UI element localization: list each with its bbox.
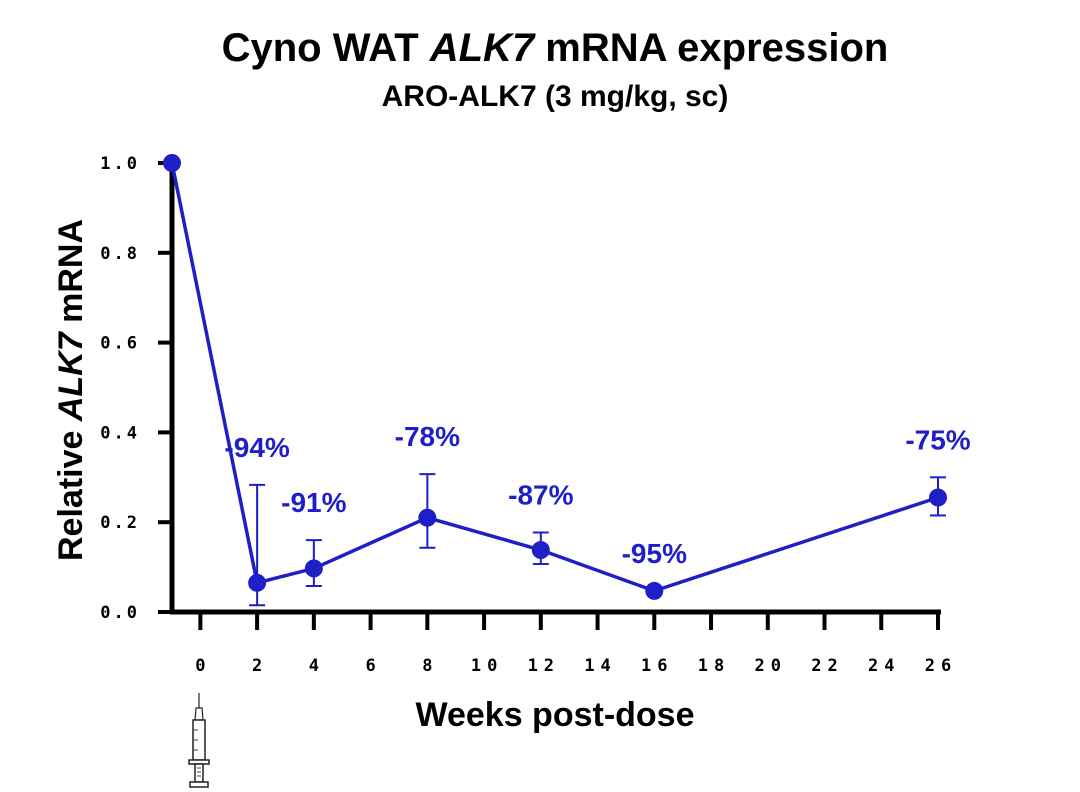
data-point bbox=[163, 154, 181, 172]
y-tick-label: 1.0 bbox=[100, 154, 140, 174]
x-tick-label: 12 bbox=[528, 656, 560, 676]
data-label: -94% bbox=[224, 432, 289, 463]
data-labels: -94% -91% -78% -87% -95% -75% bbox=[224, 421, 970, 569]
x-tick-label: 26 bbox=[925, 656, 957, 676]
chart-title: Cyno WAT ALK7 mRNA expression bbox=[221, 26, 889, 70]
x-tick-label: 20 bbox=[755, 656, 787, 676]
x-tick-label: 4 bbox=[309, 656, 325, 676]
data-label: -78% bbox=[395, 421, 460, 452]
data-label: -95% bbox=[622, 538, 687, 569]
series-line bbox=[170, 162, 939, 593]
data-point bbox=[248, 573, 267, 592]
data-points bbox=[163, 154, 947, 600]
y-tick-label: 0.4 bbox=[100, 423, 140, 443]
data-point bbox=[645, 581, 664, 600]
x-tick-label: 18 bbox=[698, 656, 730, 676]
x-ticks: 0 2 4 6 8 10 12 14 16 18 20 22 24 26 bbox=[195, 612, 957, 676]
x-tick-label: 0 bbox=[195, 656, 211, 676]
syringe-icon bbox=[188, 693, 210, 788]
data-label: -87% bbox=[508, 480, 573, 511]
x-tick-label: 10 bbox=[471, 656, 503, 676]
data-label: -75% bbox=[905, 424, 970, 455]
chart-subtitle: ARO-ALK7 (3 mg/kg, sc) bbox=[381, 80, 729, 113]
x-tick-label: 14 bbox=[584, 656, 616, 676]
x-tick-label: 22 bbox=[811, 656, 843, 676]
data-point bbox=[304, 559, 323, 578]
y-tick-label: 0.2 bbox=[100, 513, 140, 533]
series-path bbox=[170, 162, 939, 593]
y-tick-label: 0.0 bbox=[100, 603, 140, 623]
y-axis-label: Relative ALK7 mRNA bbox=[52, 219, 90, 561]
error-bars bbox=[249, 473, 946, 607]
data-point bbox=[929, 488, 947, 507]
data-point bbox=[531, 541, 550, 560]
data-label: -91% bbox=[281, 487, 346, 518]
y-ticks: 0.0 0.2 0.4 0.6 0.8 1.0 bbox=[100, 154, 172, 623]
data-point bbox=[418, 508, 437, 527]
x-tick-label: 8 bbox=[422, 656, 438, 676]
x-tick-label: 24 bbox=[868, 656, 900, 676]
y-tick-label: 0.8 bbox=[100, 244, 140, 264]
axes bbox=[169, 157, 941, 615]
x-tick-label: 2 bbox=[252, 656, 268, 676]
x-axis-label: Weeks post-dose bbox=[415, 696, 694, 734]
y-tick-label: 0.6 bbox=[100, 334, 140, 354]
x-tick-label: 6 bbox=[365, 656, 381, 676]
x-tick-label: 16 bbox=[641, 656, 673, 676]
